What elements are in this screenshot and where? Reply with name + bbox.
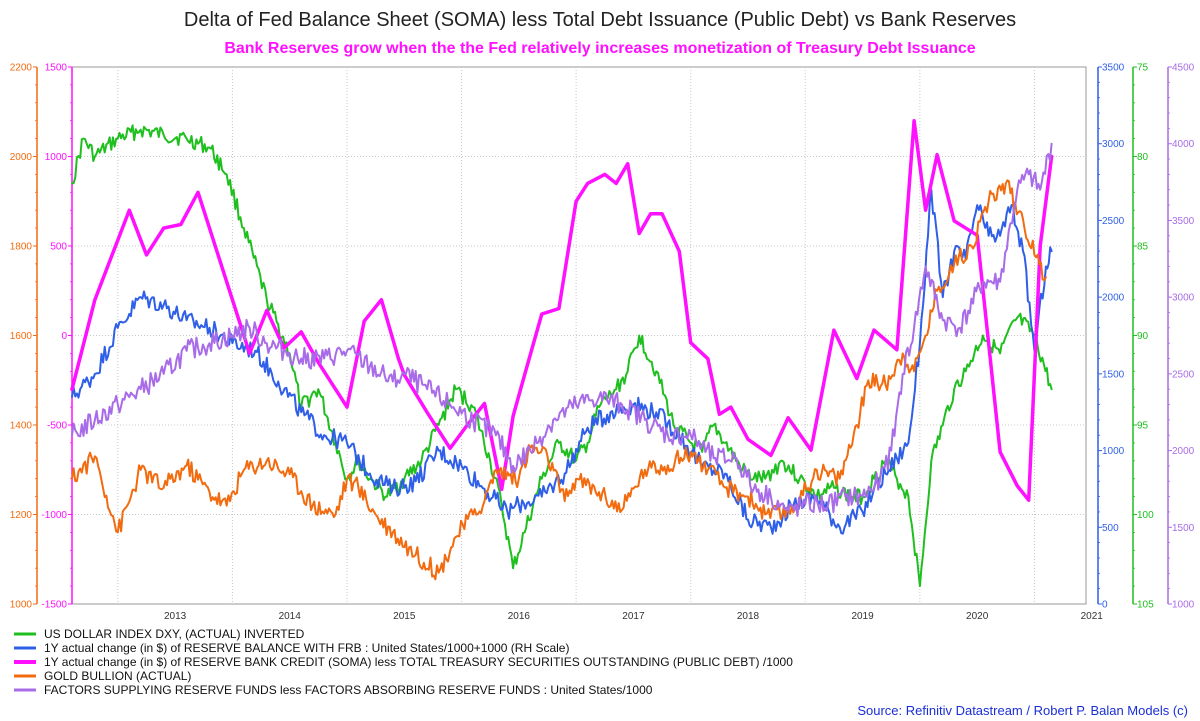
- legend-label: GOLD BULLION (ACTUAL): [44, 669, 191, 683]
- dxy-axis-tick-label: 95: [1137, 421, 1149, 432]
- series-line-5: [71, 142, 1053, 517]
- series-line-4: [71, 179, 1047, 581]
- reserve-axis-tick-label: 2000: [1102, 293, 1125, 304]
- legend: US DOLLAR INDEX DXY, (ACTUAL) INVERTED1Y…: [14, 627, 793, 697]
- x-tick-label: 2020: [966, 611, 989, 622]
- reserve-axis-tick-label: 3000: [1102, 139, 1125, 150]
- gold-axis-tick-label: 1800: [10, 242, 33, 253]
- gold-axis-tick-label: 1000: [10, 600, 33, 611]
- dxy-axis-tick-label: 90: [1137, 331, 1149, 342]
- factors-axis-tick-label: 3500: [1172, 216, 1195, 227]
- soma-axis-tick-label: 0: [61, 331, 67, 342]
- reserve-axis-tick-label: 1500: [1102, 369, 1125, 380]
- gold-axis-tick-label: 1600: [10, 331, 33, 342]
- x-tick-label: 2019: [851, 611, 874, 622]
- legend-label: 1Y actual change (in $) of RESERVE BANK …: [44, 655, 793, 669]
- dxy-axis-tick-label: 100: [1137, 510, 1154, 521]
- gold-axis-tick-label: 2200: [10, 63, 33, 74]
- axes: 2013 2014 2015 2016 2017 2018 2019 2020 20211000…: [10, 63, 1195, 623]
- soma-axis-tick-label: 1500: [45, 63, 68, 74]
- factors-axis-tick-label: 2000: [1172, 446, 1195, 457]
- chart-subtitle: Bank Reserves grow when the the Fed rela…: [224, 40, 975, 57]
- x-tick-label: 2017: [622, 611, 645, 622]
- legend-label: 1Y actual change (in $) of RESERVE BALAN…: [44, 641, 569, 655]
- x-tick-label: 2013: [164, 611, 187, 622]
- x-tick-label: 2015: [393, 611, 416, 622]
- x-tick-label: 2021: [1081, 611, 1104, 622]
- grid: [71, 66, 1087, 605]
- soma-axis-tick-label: 1000: [45, 152, 68, 163]
- reserve-axis-tick-label: 0: [1102, 600, 1108, 611]
- factors-axis-tick-label: 3000: [1172, 293, 1195, 304]
- reserve-axis-tick-label: 2500: [1102, 216, 1125, 227]
- gold-axis-tick-label: 1400: [10, 421, 33, 432]
- series-line-3: [70, 118, 1054, 502]
- dxy-axis-tick-label: 85: [1137, 242, 1149, 253]
- chart-title: Delta of Fed Balance Sheet (SOMA) less T…: [184, 9, 1016, 31]
- reserve-axis-tick-label: 500: [1102, 523, 1119, 534]
- reserve-axis-tick-label: 3500: [1102, 63, 1125, 74]
- soma-axis-tick-label: -1500: [41, 600, 67, 611]
- legend-label: FACTORS SUPPLYING RESERVE FUNDS less FAC…: [44, 683, 653, 697]
- factors-axis-tick-label: 4000: [1172, 139, 1195, 150]
- factors-axis-tick-label: 4500: [1172, 63, 1195, 74]
- factors-axis-tick-label: 1000: [1172, 600, 1195, 611]
- legend-label: US DOLLAR INDEX DXY, (ACTUAL) INVERTED: [44, 627, 305, 641]
- dxy-axis-tick-label: 105: [1137, 600, 1154, 611]
- source-note: Source: Refinitiv Datastream / Robert P.…: [857, 703, 1188, 718]
- gold-axis-tick-label: 1200: [10, 510, 33, 521]
- factors-axis-tick-label: 2500: [1172, 369, 1195, 380]
- soma-axis-tick-label: 500: [50, 242, 67, 253]
- x-tick-label: 2018: [737, 611, 760, 622]
- x-tick-label: 2016: [508, 611, 531, 622]
- series-lines: [70, 118, 1054, 588]
- reserve-axis-tick-label: 1000: [1102, 446, 1125, 457]
- soma-axis-tick-label: -1000: [41, 510, 67, 521]
- factors-axis-tick-label: 1500: [1172, 523, 1195, 534]
- series-line-2: [71, 188, 1053, 535]
- gold-axis-tick-label: 2000: [10, 152, 33, 163]
- dxy-axis-tick-label: 75: [1137, 63, 1149, 74]
- x-tick-label: 2014: [279, 611, 302, 622]
- soma-axis-tick-label: -500: [47, 421, 67, 432]
- dxy-axis-tick-label: 80: [1137, 152, 1149, 163]
